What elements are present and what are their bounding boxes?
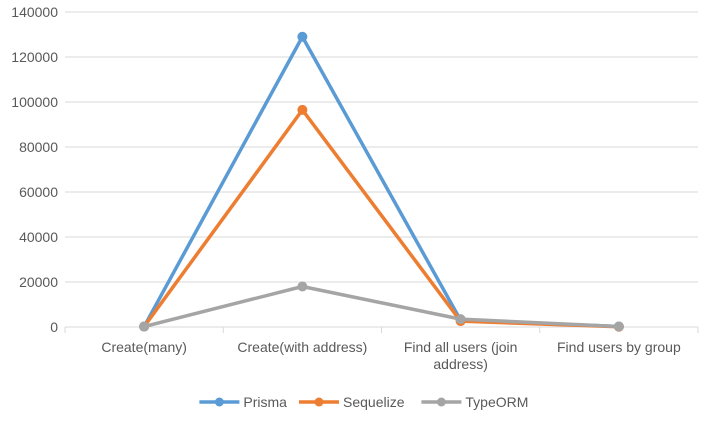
x-tick-label: Create(many) [101, 339, 187, 355]
data-point [297, 281, 308, 292]
x-tick-label: Find users by group [557, 339, 681, 355]
y-tick-label: 100000 [11, 94, 58, 110]
legend-label: Prisma [243, 394, 287, 410]
x-tick-label: Create(with address) [237, 339, 367, 355]
data-point [139, 321, 150, 332]
x-tick-label: address) [433, 356, 487, 372]
legend-label: TypeORM [465, 394, 528, 410]
data-point [297, 104, 308, 115]
series-line [143, 284, 619, 329]
series-typeorm [139, 281, 624, 332]
y-tick-label: 140000 [11, 4, 58, 20]
series-lines [139, 31, 624, 332]
legend-item-prisma: Prisma [199, 394, 287, 410]
y-tick-label: 20000 [19, 274, 58, 290]
y-tick-label: 120000 [11, 49, 58, 65]
y-tick-label: 0 [50, 319, 58, 335]
series-sequelize [139, 104, 624, 332]
data-point [297, 31, 308, 42]
data-point [455, 314, 466, 325]
legend-swatch-marker [436, 397, 446, 407]
legend-label: Sequelize [343, 394, 405, 410]
legend: Prisma Sequelize TypeORM [199, 394, 528, 410]
series-line [142, 35, 619, 329]
x-tick-label: Find all users (join [404, 339, 518, 355]
legend-swatch-marker [314, 397, 324, 407]
series-line [142, 108, 619, 329]
gridlines [65, 11, 698, 283]
data-point [613, 321, 624, 332]
y-tick-label: 60000 [19, 184, 58, 200]
y-tick-label: 80000 [19, 139, 58, 155]
series-prisma [139, 31, 624, 332]
legend-swatch-marker [214, 397, 224, 407]
legend-item-sequelize: Sequelize [299, 394, 405, 410]
y-tick-label: 40000 [19, 229, 58, 245]
legend-item-typeorm: TypeORM [421, 394, 528, 410]
axis-labels: 0 20000 40000 60000 80000 100000 120000 140000 C… [11, 4, 681, 372]
